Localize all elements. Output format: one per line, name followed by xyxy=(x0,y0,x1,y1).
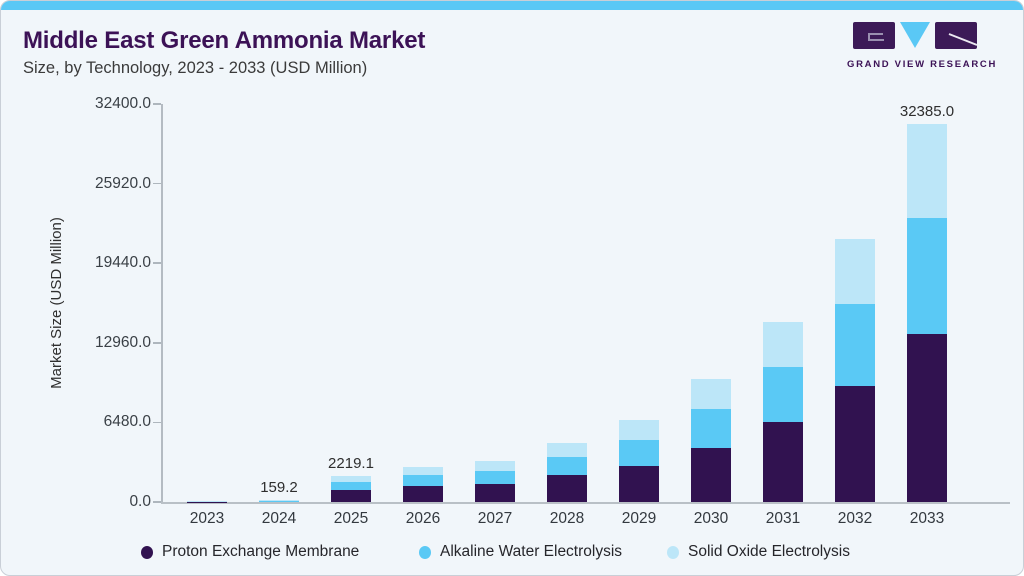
bar-value-label: 32385.0 xyxy=(899,103,955,120)
bar-2030-series-2 xyxy=(691,379,731,410)
bar-2033-series-1 xyxy=(907,218,947,335)
bar-2025-series-1 xyxy=(331,481,371,491)
bar-2024-series-0 xyxy=(259,501,299,502)
bar-2029-series-2 xyxy=(619,420,659,440)
x-tick-label: 2023 xyxy=(189,510,225,527)
y-tick-label: 19440.0 xyxy=(94,254,151,272)
bar-2031-series-2 xyxy=(763,322,803,367)
bar-2032-series-0 xyxy=(835,385,875,502)
legend-dot-icon xyxy=(141,545,153,559)
legend-dot-icon xyxy=(419,545,431,559)
y-tick-label: 6480.0 xyxy=(103,413,151,431)
x-tick-label: 2028 xyxy=(549,510,585,527)
bar-2032-series-2 xyxy=(835,239,875,304)
bar-2032-series-1 xyxy=(835,303,875,386)
x-tick-label: 2032 xyxy=(837,510,873,527)
gvr-logo: GRAND VIEW RESEARCH xyxy=(847,21,997,70)
bar-2028-series-0 xyxy=(547,475,587,502)
bar-2031-series-1 xyxy=(763,367,803,422)
y-tick-label: 0.0 xyxy=(129,493,151,510)
x-tick-label: 2027 xyxy=(477,510,513,527)
legend-item-1: Alkaline Water Electrolysis xyxy=(419,541,622,563)
bar-2029-series-0 xyxy=(619,465,659,502)
bar-2033-series-2 xyxy=(907,124,947,219)
x-tick-label: 2030 xyxy=(693,510,729,527)
y-tick-label: 32400.0 xyxy=(94,95,151,112)
bar-2031-series-0 xyxy=(763,421,803,502)
legend: Proton Exchange Membrane Alkaline Water E… xyxy=(1,541,1023,563)
legend-label: Proton Exchange Membrane xyxy=(162,543,360,560)
y-tick-mark xyxy=(153,103,161,105)
bar-2024-series-1 xyxy=(259,500,299,502)
x-axis-line xyxy=(161,502,1010,504)
y-tick-mark xyxy=(153,262,161,264)
accent-strip xyxy=(1,1,1023,10)
y-axis-line xyxy=(161,104,163,502)
legend-item-2: Solid Oxide Electrolysis xyxy=(667,541,850,563)
y-tick-mark xyxy=(153,501,161,503)
y-axis-title: Market Size (USD Million) xyxy=(48,217,65,389)
x-tick-label: 2031 xyxy=(765,510,801,527)
y-tick-mark xyxy=(153,182,161,185)
bar-2028-series-1 xyxy=(547,457,587,476)
x-tick-label: 2029 xyxy=(621,510,657,527)
bar-2025-series-2 xyxy=(331,476,371,482)
x-tick-label: 2026 xyxy=(405,510,441,527)
x-tick-label: 2033 xyxy=(909,510,945,527)
bar-2026-series-2 xyxy=(403,466,443,475)
bar-2028-series-2 xyxy=(547,443,587,458)
y-tick-mark xyxy=(153,342,161,344)
bar-2026-series-0 xyxy=(403,486,443,502)
bar-2030-series-0 xyxy=(691,448,731,502)
gvr-logo-icon xyxy=(853,22,978,49)
bar-2025-series-0 xyxy=(331,490,371,502)
bar-2026-series-1 xyxy=(403,474,443,487)
y-tick-label: 25920.0 xyxy=(94,174,151,192)
y-tick-label: 12960.0 xyxy=(94,333,151,351)
bar-2029-series-1 xyxy=(619,439,659,466)
bar-2027-series-2 xyxy=(475,461,515,471)
bar-2027-series-1 xyxy=(475,471,515,484)
x-tick-label: 2025 xyxy=(333,510,369,527)
legend-label: Solid Oxide Electrolysis xyxy=(688,543,850,560)
page-subtitle: Size, by Technology, 2023 - 2033 (USD Mi… xyxy=(23,59,368,77)
bar-2027-series-0 xyxy=(475,484,515,502)
legend-dot-icon xyxy=(667,545,679,559)
bar-2030-series-1 xyxy=(691,409,731,449)
bar-value-label: 2219.1 xyxy=(328,455,374,473)
legend-label: Alkaline Water Electrolysis xyxy=(440,543,623,560)
gvr-logo-text: GRAND VIEW RESEARCH xyxy=(847,59,998,70)
bar-2033-series-0 xyxy=(907,334,947,502)
y-tick-mark xyxy=(153,421,161,424)
bar-value-label: 159.2 xyxy=(260,479,298,497)
x-tick-label: 2024 xyxy=(261,510,297,527)
legend-item-0: Proton Exchange Membrane xyxy=(141,541,359,563)
page-title: Middle East Green Ammonia Market xyxy=(23,27,426,54)
